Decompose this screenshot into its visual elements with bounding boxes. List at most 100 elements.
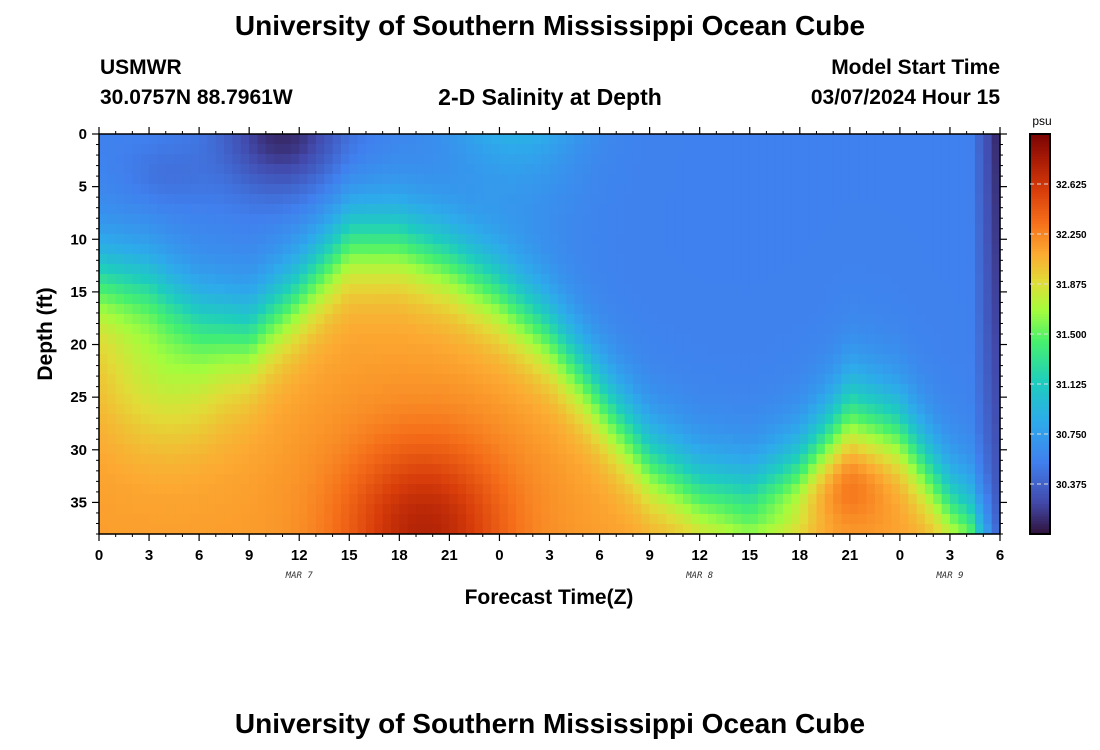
heatmap-cell — [682, 384, 692, 395]
heatmap-cell — [574, 354, 584, 365]
heatmap-cell — [908, 284, 918, 295]
heatmap-cell — [491, 164, 501, 175]
heatmap-cell — [107, 414, 117, 425]
heatmap-cell — [616, 204, 626, 215]
heatmap-cell — [340, 344, 350, 355]
colorbar-tick-label: 31.875 — [1056, 280, 1087, 291]
heatmap-cell — [424, 194, 434, 205]
heatmap-cell — [632, 174, 642, 185]
heatmap-cell — [724, 274, 734, 285]
heatmap-cell — [532, 314, 542, 325]
heatmap-cell — [749, 334, 759, 345]
heatmap-cell — [499, 214, 509, 225]
heatmap-cell — [324, 284, 334, 295]
heatmap-cell — [499, 224, 509, 235]
heatmap-cell — [908, 274, 918, 285]
heatmap-cell — [949, 434, 959, 445]
heatmap-cell — [866, 214, 876, 225]
heatmap-cell — [416, 504, 425, 515]
heatmap-cell — [908, 464, 918, 475]
heatmap-cell — [390, 204, 400, 215]
heatmap-cell — [399, 274, 409, 285]
heatmap-cell — [140, 334, 150, 345]
heatmap-cell — [499, 484, 509, 495]
heatmap-cell — [507, 414, 517, 425]
heatmap-cell — [541, 184, 551, 195]
heatmap-cell — [474, 514, 484, 525]
heatmap-cell — [582, 234, 592, 245]
heatmap-cell — [724, 404, 734, 415]
heatmap-cell — [574, 464, 584, 475]
heatmap-cell — [507, 384, 517, 395]
heatmap-cell — [140, 194, 150, 205]
heatmap-cell — [215, 354, 225, 365]
heatmap-cell — [349, 194, 359, 205]
heatmap-cell — [257, 234, 267, 245]
colorbar-segment — [1030, 374, 1050, 378]
heatmap-cell — [240, 204, 250, 215]
heatmap-cell — [916, 294, 926, 305]
heatmap-cell — [808, 354, 818, 365]
heatmap-cell — [966, 144, 976, 155]
heatmap-cell — [699, 144, 709, 155]
heatmap-cell — [866, 244, 876, 255]
heatmap-cell — [666, 284, 676, 295]
heatmap-cell — [566, 484, 576, 495]
heatmap-cell — [474, 224, 484, 235]
heatmap-cell — [574, 314, 584, 325]
heatmap-cell — [140, 404, 150, 415]
heatmap-cell — [799, 294, 809, 305]
heatmap-cell — [599, 434, 609, 445]
heatmap-cell — [599, 144, 609, 155]
heatmap-cell — [833, 334, 843, 345]
heatmap-cell — [215, 294, 225, 305]
heatmap-cell — [916, 304, 926, 315]
heatmap-cell — [632, 524, 642, 535]
heatmap-cell — [299, 274, 309, 285]
heatmap-cell — [182, 334, 192, 345]
heatmap-cell — [741, 374, 751, 385]
heatmap-cell — [824, 224, 834, 235]
heatmap-cell — [207, 354, 217, 365]
colorbar-segment — [1030, 324, 1050, 328]
heatmap-cell — [157, 444, 167, 455]
heatmap-cell — [649, 174, 659, 185]
heatmap-cell — [315, 194, 325, 205]
heatmap-cell — [758, 494, 767, 505]
heatmap-cell — [666, 374, 676, 385]
heatmap-cell — [390, 154, 400, 165]
heatmap-cell — [941, 164, 951, 175]
heatmap-cell — [491, 174, 501, 185]
heatmap-cell — [190, 404, 200, 415]
heatmap-cell — [524, 354, 534, 365]
heatmap-cell — [699, 194, 709, 205]
heatmap-cell — [190, 514, 200, 525]
heatmap-cell — [574, 324, 584, 335]
heatmap-cell — [716, 444, 726, 455]
heatmap-cell — [966, 444, 976, 455]
heatmap-cell — [641, 364, 651, 375]
heatmap-cell — [165, 214, 175, 225]
heatmap-cell — [941, 384, 951, 395]
heatmap-cell — [933, 234, 943, 245]
heatmap-cell — [524, 454, 534, 465]
heatmap-cell — [124, 484, 133, 495]
heatmap-cell — [224, 304, 234, 315]
heatmap-cell — [449, 164, 459, 175]
heatmap-cell — [716, 164, 726, 175]
heatmap-cell — [766, 274, 776, 285]
heatmap-cell — [866, 514, 876, 525]
heatmap-cell — [99, 184, 108, 195]
heatmap-cell — [849, 254, 859, 265]
heatmap-cell — [858, 474, 868, 485]
heatmap-cell — [607, 334, 617, 345]
x-tick-label: 6 — [595, 547, 603, 564]
heatmap-cell — [824, 514, 834, 525]
heatmap-cell — [140, 314, 150, 325]
heatmap-cell — [924, 384, 934, 395]
colorbar-segment — [1030, 176, 1050, 180]
heatmap-cell — [891, 204, 901, 215]
heatmap-cell — [833, 384, 843, 395]
heatmap-cell — [733, 304, 742, 315]
heatmap-cell — [466, 204, 476, 215]
